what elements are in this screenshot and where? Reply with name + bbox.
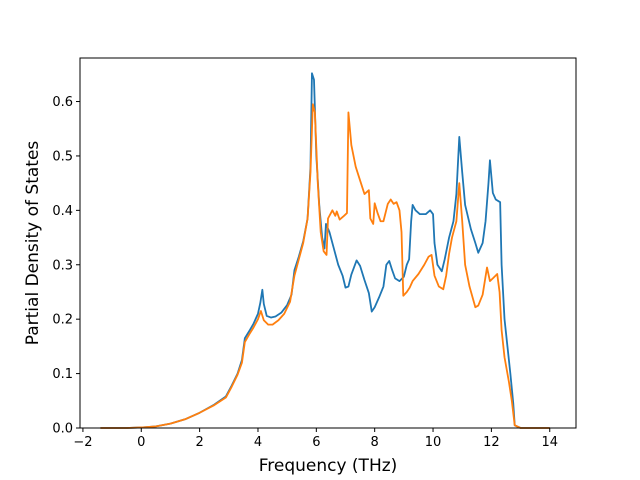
x-tick-label: 10 <box>425 435 442 450</box>
y-tick-label: 0.2 <box>52 313 73 328</box>
x-tick-label: 14 <box>541 435 558 450</box>
y-axis-label: Partial Density of States <box>23 141 43 346</box>
x-tick-label: 2 <box>195 435 203 450</box>
x-tick-label: 0 <box>137 435 145 450</box>
x-axis-label: Frequency (THz) <box>259 456 398 476</box>
y-tick-label: 0.3 <box>52 258 73 273</box>
y-tick-label: 0.5 <box>52 149 73 164</box>
x-tick-label: −2 <box>73 435 92 450</box>
x-tick-label: 8 <box>371 435 379 450</box>
y-axis-ticks: 0.0 0.1 0.2 0.3 0.4 0.5 0.6 <box>52 95 80 437</box>
y-tick-label: 0.0 <box>52 422 73 437</box>
y-tick-label: 0.1 <box>52 367 73 382</box>
x-tick-label: 4 <box>254 435 262 450</box>
x-axis-ticks: −2 0 2 4 6 8 10 12 14 <box>73 428 558 450</box>
series-layer <box>100 72 550 429</box>
x-tick-label: 6 <box>312 435 320 450</box>
y-tick-label: 0.6 <box>52 95 73 110</box>
series-line-1 <box>100 72 550 429</box>
x-tick-label: 12 <box>483 435 500 450</box>
axes-frame <box>79 57 577 429</box>
y-tick-label: 0.4 <box>52 204 73 219</box>
series-line-2 <box>100 103 550 429</box>
